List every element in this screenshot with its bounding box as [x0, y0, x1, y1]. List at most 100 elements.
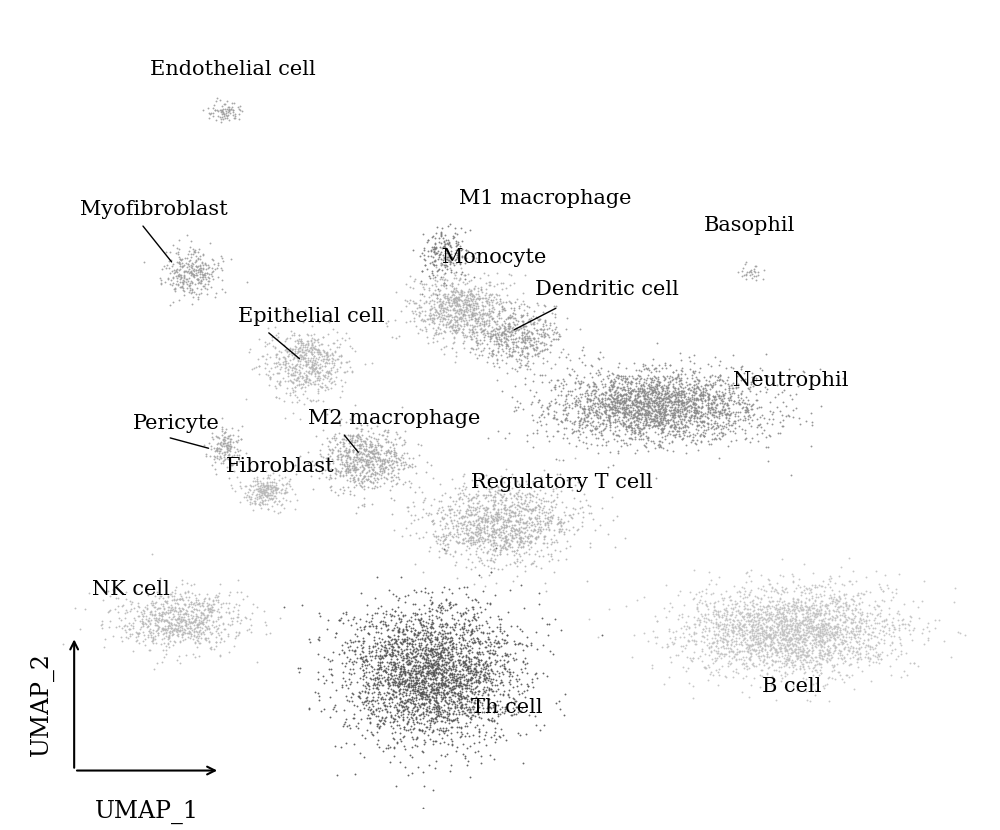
Point	[431, 724, 447, 737]
Point	[391, 656, 407, 669]
Point	[395, 704, 411, 717]
Point	[669, 417, 685, 430]
Point	[381, 647, 397, 661]
Point	[160, 607, 176, 620]
Point	[482, 278, 498, 291]
Point	[774, 647, 790, 660]
Point	[421, 609, 437, 622]
Point	[692, 388, 708, 401]
Point	[185, 257, 201, 271]
Point	[428, 707, 444, 720]
Point	[447, 286, 463, 299]
Point	[862, 652, 878, 665]
Point	[634, 407, 650, 420]
Point	[514, 314, 530, 327]
Point	[417, 632, 433, 645]
Point	[601, 412, 617, 425]
Point	[611, 369, 627, 382]
Point	[463, 679, 479, 692]
Point	[451, 655, 467, 668]
Point	[195, 247, 211, 261]
Point	[271, 495, 287, 508]
Point	[262, 478, 278, 491]
Point	[427, 642, 443, 656]
Point	[731, 627, 747, 640]
Point	[810, 626, 826, 639]
Point	[486, 549, 502, 562]
Point	[783, 632, 799, 645]
Point	[492, 622, 508, 636]
Point	[373, 621, 389, 634]
Point	[694, 584, 710, 598]
Point	[706, 390, 722, 403]
Point	[448, 315, 464, 328]
Point	[506, 518, 522, 531]
Point	[867, 594, 883, 608]
Point	[363, 646, 379, 659]
Point	[888, 583, 904, 596]
Point	[485, 698, 501, 711]
Point	[623, 409, 639, 422]
Point	[459, 522, 475, 535]
Point	[396, 651, 412, 664]
Point	[135, 634, 151, 647]
Point	[425, 686, 441, 699]
Point	[422, 271, 438, 285]
Point	[464, 666, 480, 680]
Point	[358, 662, 374, 675]
Point	[381, 642, 397, 655]
Point	[184, 612, 200, 625]
Point	[141, 643, 157, 657]
Point	[737, 372, 753, 385]
Point	[330, 445, 346, 458]
Point	[750, 602, 766, 615]
Point	[356, 442, 372, 456]
Point	[436, 236, 452, 249]
Point	[418, 696, 434, 710]
Point	[469, 352, 485, 365]
Point	[424, 311, 440, 325]
Point	[618, 391, 634, 404]
Point	[303, 334, 319, 348]
Point	[403, 516, 419, 530]
Point	[422, 696, 438, 710]
Point	[806, 660, 822, 673]
Point	[412, 663, 428, 676]
Point	[698, 398, 714, 412]
Point	[504, 349, 520, 362]
Point	[213, 632, 229, 645]
Point	[702, 403, 718, 417]
Point	[597, 405, 613, 418]
Point	[392, 662, 408, 676]
Point	[213, 632, 229, 645]
Point	[823, 621, 839, 634]
Point	[435, 721, 451, 735]
Point	[457, 697, 473, 710]
Point	[862, 606, 878, 619]
Point	[682, 412, 698, 425]
Point	[694, 629, 710, 642]
Point	[186, 269, 202, 282]
Point	[697, 624, 713, 637]
Point	[318, 346, 334, 359]
Point	[500, 513, 516, 526]
Point	[431, 652, 447, 666]
Point	[425, 667, 441, 681]
Point	[592, 397, 608, 410]
Point	[651, 385, 667, 398]
Point	[724, 597, 740, 610]
Point	[852, 603, 868, 616]
Point	[306, 459, 322, 472]
Point	[532, 414, 548, 427]
Point	[745, 624, 761, 637]
Point	[158, 595, 174, 608]
Point	[249, 488, 265, 501]
Point	[515, 516, 531, 530]
Point	[614, 407, 630, 420]
Point	[456, 515, 472, 529]
Point	[485, 512, 501, 525]
Point	[185, 609, 201, 622]
Point	[326, 701, 342, 714]
Point	[708, 409, 724, 422]
Point	[407, 678, 423, 691]
